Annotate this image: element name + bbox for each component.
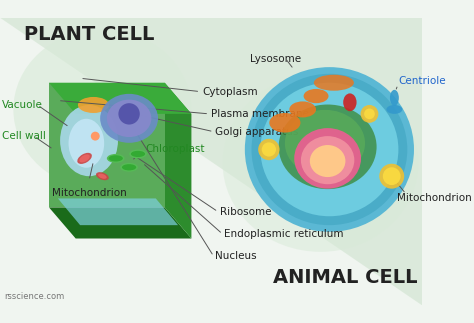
Ellipse shape (69, 119, 104, 168)
Ellipse shape (120, 163, 138, 172)
Ellipse shape (390, 90, 399, 106)
Ellipse shape (79, 154, 90, 162)
Ellipse shape (77, 153, 92, 164)
Circle shape (118, 103, 140, 125)
Ellipse shape (60, 105, 118, 176)
Ellipse shape (78, 97, 109, 113)
Text: Mitochondrion: Mitochondrion (52, 188, 127, 198)
Ellipse shape (109, 155, 123, 162)
Ellipse shape (252, 74, 407, 225)
Text: Cytoplasm: Cytoplasm (202, 87, 258, 97)
Polygon shape (58, 198, 178, 225)
Ellipse shape (343, 93, 356, 111)
Ellipse shape (96, 172, 109, 180)
Ellipse shape (303, 89, 328, 103)
Ellipse shape (386, 105, 402, 114)
Ellipse shape (122, 164, 136, 171)
Text: Ribosome: Ribosome (220, 207, 272, 217)
Text: Cell wall: Cell wall (2, 131, 46, 141)
Circle shape (383, 167, 401, 185)
Ellipse shape (301, 136, 355, 184)
Text: Endoplasmic reticulum: Endoplasmic reticulum (224, 229, 344, 239)
Ellipse shape (107, 99, 151, 137)
Ellipse shape (294, 128, 361, 189)
Circle shape (91, 132, 100, 141)
Text: Centriole: Centriole (398, 76, 446, 86)
Text: Mitochondrion: Mitochondrion (397, 193, 472, 203)
Ellipse shape (107, 154, 125, 163)
Polygon shape (49, 83, 191, 114)
Text: rsscience.com: rsscience.com (4, 292, 65, 301)
Ellipse shape (131, 151, 145, 157)
Polygon shape (164, 83, 191, 238)
Circle shape (262, 142, 276, 157)
Text: Lysosome: Lysosome (250, 54, 301, 64)
Text: Plasma membrane: Plasma membrane (211, 109, 309, 119)
Circle shape (379, 164, 404, 189)
Ellipse shape (279, 105, 376, 189)
Polygon shape (49, 207, 191, 238)
Ellipse shape (310, 145, 346, 177)
Text: Golgi apparatus: Golgi apparatus (216, 127, 299, 137)
Circle shape (364, 109, 375, 119)
Ellipse shape (100, 94, 158, 143)
Ellipse shape (13, 29, 191, 190)
Ellipse shape (285, 110, 365, 177)
Text: Vacuole: Vacuole (2, 100, 43, 110)
Ellipse shape (260, 83, 399, 216)
Text: ANIMAL CELL: ANIMAL CELL (273, 268, 418, 287)
Ellipse shape (98, 173, 107, 179)
Ellipse shape (314, 75, 354, 91)
Polygon shape (49, 83, 164, 207)
Text: Chloroplast: Chloroplast (145, 144, 205, 154)
Ellipse shape (245, 67, 414, 232)
Ellipse shape (129, 150, 147, 158)
Circle shape (258, 139, 280, 160)
Circle shape (361, 105, 378, 123)
Polygon shape (0, 18, 422, 305)
Text: PLANT CELL: PLANT CELL (24, 25, 154, 44)
Text: Nucleus: Nucleus (216, 251, 257, 261)
Ellipse shape (289, 101, 316, 118)
Ellipse shape (269, 113, 301, 132)
Ellipse shape (223, 74, 419, 252)
